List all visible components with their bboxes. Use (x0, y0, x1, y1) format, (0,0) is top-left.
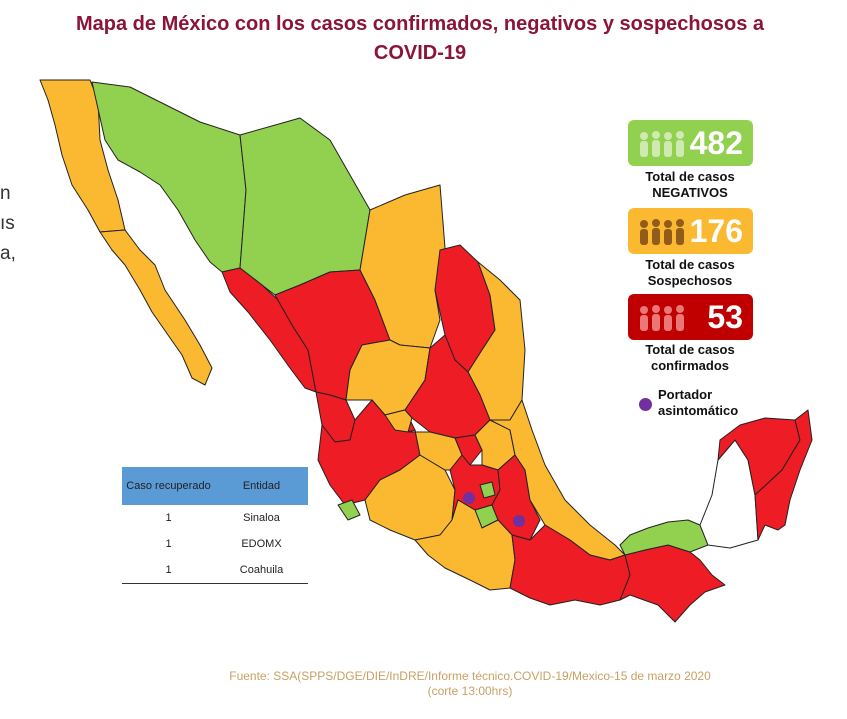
table-cell: 1 (165, 538, 172, 550)
table-header-row: Caso recuperado Entidad (122, 467, 308, 505)
table-cell: EDOMX (241, 538, 282, 550)
state-aguascalientes[interactable] (384, 409, 413, 433)
legend-line-2: asintomático (658, 403, 739, 418)
table-cell: Sinaloa (243, 512, 280, 524)
state-cdmx[interactable] (479, 481, 496, 499)
state-sonora[interactable] (91, 81, 247, 273)
table-cell: 1 (165, 512, 172, 524)
cut-text-2: ıs (0, 213, 15, 234)
stat-confirmados-box: 53 (628, 294, 753, 340)
table-row: 1 Sinaloa (122, 505, 308, 531)
stat-sospechosos-value: 176 (689, 213, 743, 249)
recovered-table: Caso recuperado Entidad 1 Sinaloa 1 EDOM… (122, 467, 308, 584)
table-header-entidad: Entidad (215, 467, 308, 505)
page-title: Mapa de México con los casos confirmados… (40, 10, 800, 68)
state-coahuila[interactable] (359, 184, 446, 349)
table-row: 1 EDOMX (122, 531, 308, 557)
table-cell: Coahuila (215, 557, 308, 584)
source-line-1: Fuente: SSA(SPPS/DGE/DIE/InDRE/Informe t… (229, 669, 711, 683)
source-note: Fuente: SSA(SPPS/DGE/DIE/InDRE/Informe t… (160, 669, 780, 699)
stat-confirmados-value: 53 (707, 299, 743, 335)
cut-text-3: a, (0, 243, 16, 264)
table-header-caso: Caso recuperado (122, 467, 215, 505)
cut-text-1: n (0, 183, 11, 204)
stat-negativos-value: 482 (689, 125, 743, 161)
stat-negativos-label: Total de casos NEGATIVOS (615, 169, 765, 201)
people-group-icon (640, 219, 684, 245)
stat-negativos-box: 482 (628, 120, 753, 166)
stat-confirmados-label-2: confirmados (650, 358, 729, 373)
stat-negativos-label-1: Total de casos (645, 169, 735, 184)
state-chihuahua[interactable] (239, 117, 371, 296)
stat-sospechosos-box: 176 (628, 208, 753, 254)
people-group-icon (640, 305, 684, 331)
stat-negativos-label-2: NEGATIVOS (652, 185, 728, 200)
state-quintana-roo[interactable] (754, 409, 813, 541)
table-cell: 1 (122, 557, 215, 584)
state-queretaro[interactable] (454, 434, 483, 466)
stat-sospechosos-label-2: Sospechosos (647, 273, 733, 288)
state-chiapas[interactable] (619, 544, 726, 623)
stat-sospechosos-label-1: Total de casos (645, 257, 735, 272)
stat-sospechosos-label: Total de casos Sospechosos (615, 257, 765, 289)
stat-confirmados-label-1: Total de casos (645, 342, 735, 357)
asymptomatic-marker[interactable] (513, 515, 525, 527)
asymptomatic-legend-dot (639, 398, 652, 411)
legend-line-1: Portador (658, 387, 713, 402)
title-line-1: Mapa de México con los casos confirmados… (76, 13, 764, 35)
asymptomatic-marker[interactable] (463, 492, 475, 504)
asymptomatic-legend-label: Portador asintomático (658, 387, 738, 419)
stat-confirmados-label: Total de casos confirmados (615, 342, 765, 374)
people-group-icon (640, 131, 684, 157)
state-colima[interactable] (337, 499, 361, 521)
source-line-2: (corte 13:00hrs) (427, 684, 513, 698)
state-baja-california-sur[interactable] (99, 229, 213, 386)
title-line-2: COVID-19 (373, 42, 467, 64)
table-row: 1 Coahuila (122, 557, 308, 584)
